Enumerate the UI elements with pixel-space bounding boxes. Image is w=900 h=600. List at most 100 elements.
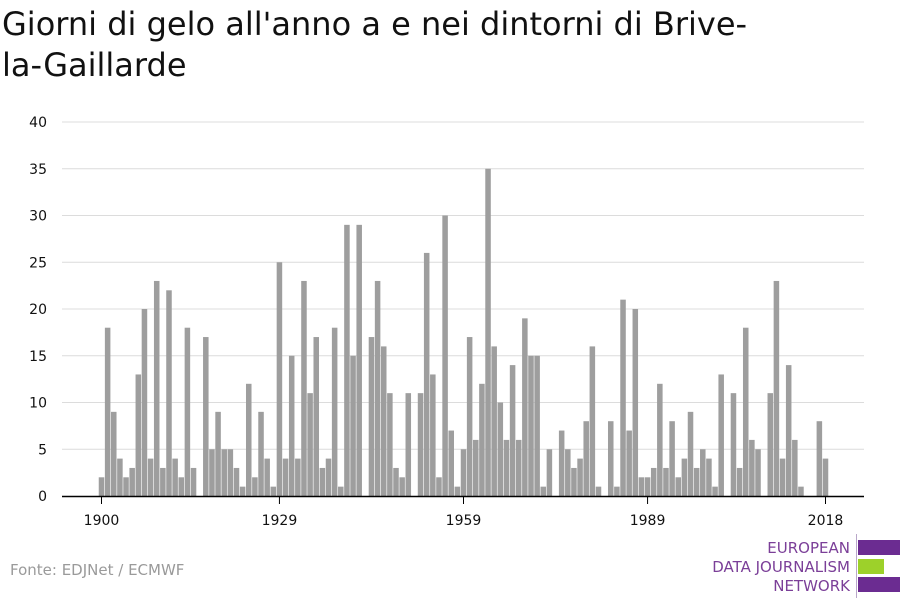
bar-1972 bbox=[540, 486, 547, 496]
y-tick-label: 20 bbox=[29, 302, 47, 318]
y-tick-label: 0 bbox=[38, 489, 47, 505]
bar-1992 bbox=[663, 467, 669, 496]
bar-1947 bbox=[387, 393, 393, 496]
bar-1913 bbox=[178, 477, 185, 496]
bar-1964 bbox=[491, 346, 497, 496]
bar-2005 bbox=[742, 327, 749, 496]
bar-1921 bbox=[227, 449, 234, 496]
bar-1909 bbox=[153, 280, 160, 496]
bar-1934 bbox=[307, 393, 313, 496]
y-tick-label: 35 bbox=[29, 162, 47, 178]
bar-1935 bbox=[313, 337, 320, 496]
bar-2003 bbox=[730, 393, 737, 496]
bar-1944 bbox=[368, 337, 375, 496]
logo-text-european: EUROPEAN bbox=[767, 539, 850, 557]
bar-1988 bbox=[638, 477, 645, 496]
bar-1906 bbox=[135, 374, 142, 496]
bar-1977 bbox=[571, 467, 577, 496]
bar-1938 bbox=[331, 327, 338, 496]
bar-1930 bbox=[282, 458, 289, 496]
bar-1937 bbox=[325, 458, 332, 496]
x-tick-label: 1989 bbox=[630, 513, 666, 529]
x-tick-label: 1959 bbox=[446, 513, 482, 529]
bar-1908 bbox=[147, 458, 154, 496]
bar-1911 bbox=[166, 290, 172, 496]
bar-1900 bbox=[98, 477, 105, 496]
logo-bar-bottom bbox=[858, 577, 900, 592]
bar-1970 bbox=[528, 355, 534, 496]
bar-1985 bbox=[620, 299, 626, 496]
bar-1960 bbox=[466, 337, 473, 496]
bar-1925 bbox=[252, 477, 258, 496]
bar-2017 bbox=[816, 421, 823, 496]
bar-1936 bbox=[319, 467, 326, 496]
bar-1902 bbox=[111, 411, 117, 496]
bar-1965 bbox=[497, 402, 504, 496]
bar-1924 bbox=[245, 383, 252, 496]
bar-1932 bbox=[295, 458, 301, 496]
bar-1956 bbox=[442, 215, 448, 496]
bar-1999 bbox=[706, 458, 712, 496]
bar-1928 bbox=[270, 486, 277, 496]
bar-1981 bbox=[595, 486, 602, 496]
bar-1904 bbox=[123, 477, 129, 496]
logo-bar-top bbox=[858, 540, 900, 555]
bar-1969 bbox=[522, 318, 528, 496]
logo-divider bbox=[856, 534, 857, 598]
bar-1949 bbox=[399, 477, 405, 496]
bar-1996 bbox=[687, 411, 694, 496]
bar-1939 bbox=[338, 486, 344, 496]
y-tick-label: 30 bbox=[29, 209, 47, 225]
bar-1986 bbox=[626, 430, 632, 496]
bar-1994 bbox=[675, 477, 682, 496]
chart-title: Giorni di gelo all'anno a e nei dintorni… bbox=[2, 5, 748, 84]
grid-lines bbox=[62, 121, 864, 450]
bar-2006 bbox=[749, 439, 755, 496]
bar-1998 bbox=[700, 449, 706, 496]
bar-2011 bbox=[779, 458, 786, 496]
bar-1971 bbox=[534, 355, 540, 496]
bar-series bbox=[98, 168, 829, 496]
bar-1984 bbox=[614, 486, 620, 496]
source-note: Fonte: EDJNet / ECMWF bbox=[10, 561, 185, 579]
bar-1995 bbox=[681, 458, 688, 496]
y-tick-label: 5 bbox=[38, 442, 47, 458]
bar-1950 bbox=[405, 393, 412, 496]
bar-2001 bbox=[718, 374, 724, 496]
bar-1945 bbox=[374, 280, 381, 496]
bar-1991 bbox=[657, 383, 663, 496]
bar-1917 bbox=[203, 337, 209, 496]
bar-1966 bbox=[503, 439, 510, 496]
bar-1976 bbox=[565, 449, 571, 496]
bar-1975 bbox=[558, 430, 565, 496]
y-axis-tick-labels: 0 5 10 15 20 25 30 35 40 bbox=[29, 115, 47, 505]
bar-2007 bbox=[755, 449, 761, 496]
bar-1948 bbox=[393, 467, 399, 496]
bar-1910 bbox=[160, 467, 166, 496]
bar-2018 bbox=[822, 458, 829, 496]
bar-1922 bbox=[233, 467, 240, 496]
bar-1968 bbox=[515, 439, 522, 496]
bar-1963 bbox=[485, 168, 491, 496]
bar-1990 bbox=[650, 467, 657, 496]
bar-1941 bbox=[350, 355, 356, 496]
bar-1929 bbox=[276, 262, 283, 496]
bar-1983 bbox=[607, 421, 614, 496]
bar-1940 bbox=[344, 224, 350, 496]
bar-1973 bbox=[546, 449, 553, 496]
edjnet-logo: EUROPEAN DATA JOURNALISM NETWORK bbox=[700, 534, 900, 598]
bar-1931 bbox=[288, 355, 295, 496]
bar-1923 bbox=[239, 486, 246, 496]
x-axis-ticks: 1900 1929 1959 1989 2018 bbox=[84, 497, 843, 529]
bar-1920 bbox=[221, 449, 227, 496]
logo-bar-middle bbox=[858, 559, 884, 574]
bar-1907 bbox=[141, 309, 148, 496]
bar-1933 bbox=[301, 280, 307, 496]
bar-2004 bbox=[736, 467, 743, 496]
bar-1915 bbox=[190, 467, 197, 496]
bar-1957 bbox=[448, 430, 454, 496]
bar-1989 bbox=[644, 477, 651, 496]
y-tick-label: 15 bbox=[29, 349, 47, 365]
logo-text-network: NETWORK bbox=[773, 577, 850, 595]
y-tick-label: 40 bbox=[29, 115, 47, 131]
